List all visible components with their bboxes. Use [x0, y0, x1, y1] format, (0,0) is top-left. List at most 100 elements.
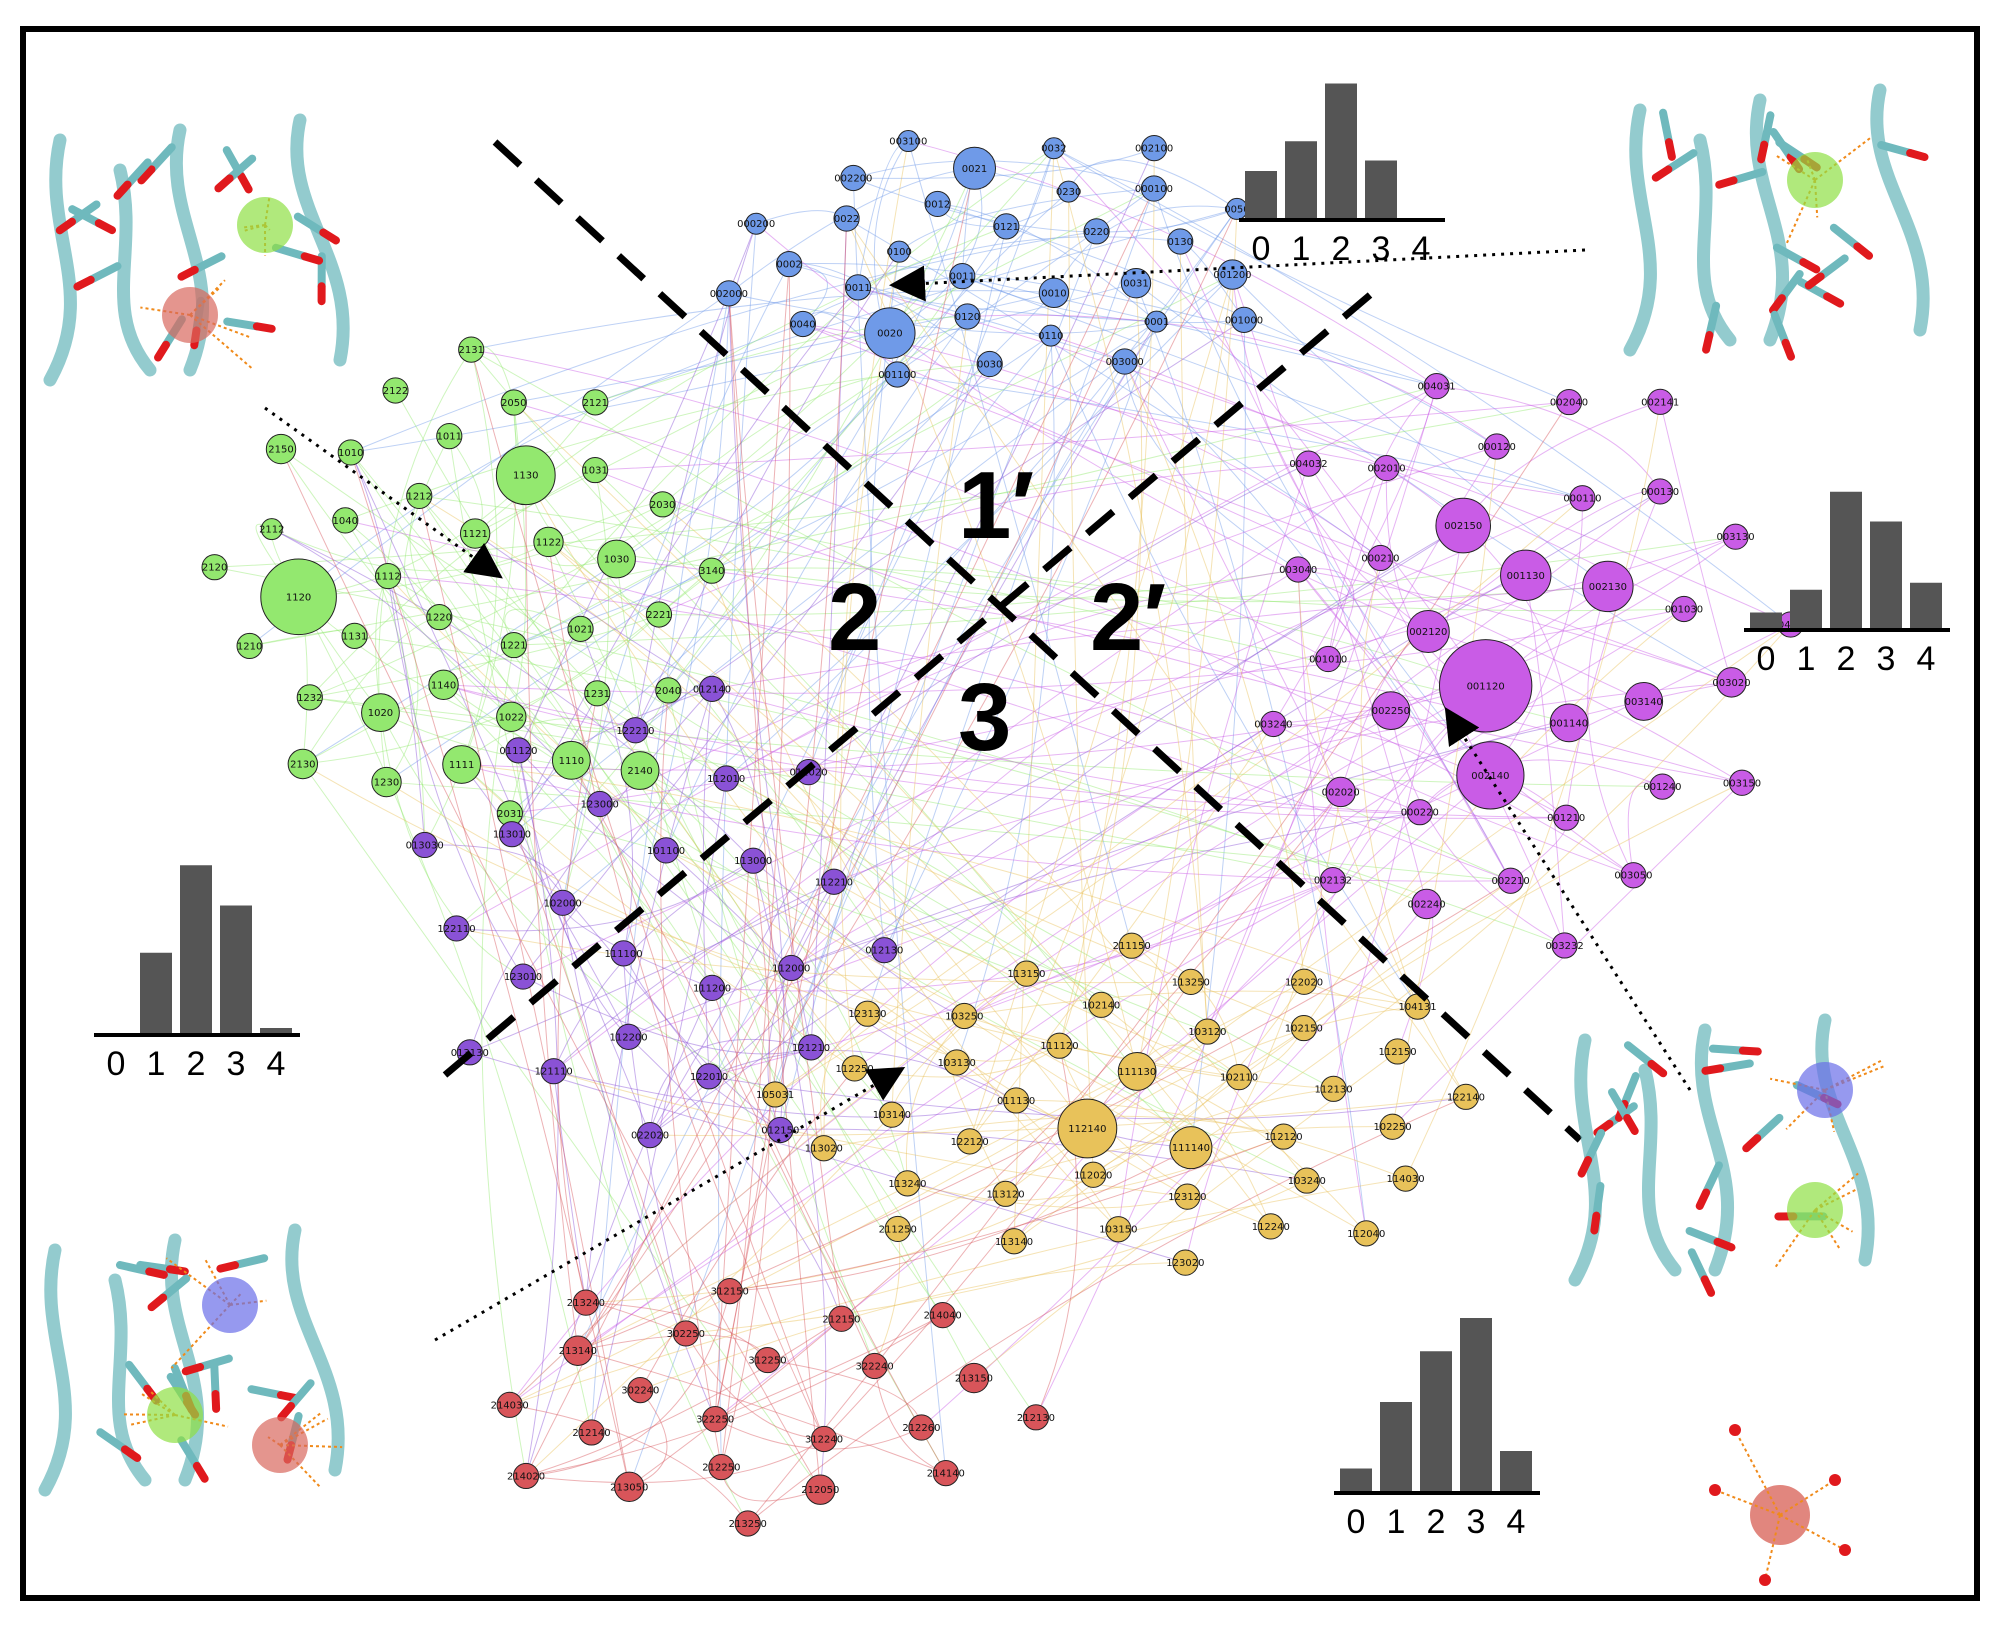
network-node: 1230 [371, 766, 402, 798]
network-edge [728, 293, 812, 1048]
network-edge [729, 1147, 1192, 1292]
node-circle [1230, 306, 1258, 333]
network-edge [1013, 880, 1511, 1242]
network-edge [874, 1228, 901, 1367]
side-chain-bond [223, 317, 261, 331]
node-circle [1022, 1404, 1050, 1431]
network-edge [702, 688, 713, 1077]
network-node: 123000 [581, 790, 619, 818]
network-edge [823, 140, 909, 1149]
network-node: 001130 [1500, 549, 1552, 602]
node-circle [636, 1121, 664, 1149]
network-edge [780, 1128, 1307, 1182]
node-label: 002040 [1550, 398, 1588, 409]
side-chain-bond [1770, 310, 1790, 347]
network-edge [594, 469, 1192, 1148]
network-edge [1190, 319, 1246, 1148]
network-edge [907, 1182, 1188, 1209]
network-node: 2122 [382, 377, 409, 404]
node-label: 213250 [729, 1519, 767, 1530]
histogram-bar [1830, 491, 1862, 630]
structure-top-right [1623, 83, 1930, 361]
node-label: 112250 [836, 1064, 874, 1075]
node-label: 211150 [1113, 941, 1151, 952]
node-circle [287, 748, 319, 780]
network-edge [1427, 490, 1661, 632]
node-circle [332, 507, 359, 534]
node-circle [1647, 388, 1674, 415]
node-label: 001010 [1309, 655, 1347, 666]
node-circle [951, 1002, 978, 1030]
network-node: 001000 [1225, 306, 1263, 333]
node-label: 0002 [776, 260, 801, 271]
network-node: 322240 [856, 1352, 894, 1380]
network-edge [833, 681, 1732, 883]
node-circle [428, 669, 459, 700]
network-edge [640, 1262, 1186, 1391]
network-node: 0030 [976, 350, 1003, 378]
node-circle [436, 423, 463, 450]
network-node: 1131 [341, 622, 368, 649]
network-edge [649, 525, 1464, 1136]
network-node: 001120 [1438, 639, 1533, 733]
network-edge [386, 781, 1511, 882]
node-label: 122010 [690, 1072, 728, 1083]
network-node: 312240 [805, 1425, 843, 1453]
node-label: 001100 [878, 370, 916, 381]
network-edge [1340, 681, 1732, 793]
network-node: 1232 [296, 684, 323, 711]
arrow-top-left [264, 406, 503, 579]
network-node: 213250 [729, 1510, 767, 1537]
oxygen-bond [73, 275, 95, 291]
network-edge [1297, 569, 1634, 876]
network-edge [725, 568, 1299, 779]
side-chain-bond [159, 1274, 191, 1302]
oxygen-bond [1781, 338, 1795, 361]
network-node: 0230 [1056, 180, 1081, 203]
node-circle [567, 615, 594, 642]
histogram-tick-label: 1 [1387, 1503, 1406, 1541]
network-node: 002240 [1407, 888, 1446, 920]
node-circle [260, 558, 337, 636]
network-edge [214, 401, 1570, 568]
node-circle [1057, 180, 1080, 203]
network-node: 214030 [491, 1391, 529, 1418]
network-node: 312250 [748, 1346, 787, 1374]
network-node: 102250 [1373, 1113, 1412, 1140]
network-node: 123120 [1168, 1183, 1206, 1210]
node-circle [1111, 348, 1138, 375]
network-node: 214040 [924, 1302, 962, 1329]
node-circle [695, 1063, 723, 1090]
node-circle [615, 1023, 642, 1050]
network-edge [755, 223, 1429, 633]
network-edge [380, 712, 776, 1095]
network-edge [1092, 782, 1743, 1176]
network-node: 0100 [886, 240, 912, 263]
network-node: 1212 [406, 482, 433, 510]
node-circle [296, 684, 323, 711]
node-circle [512, 1462, 540, 1490]
network-node: 003040 [1279, 556, 1317, 583]
node-circle [498, 821, 526, 848]
node-label: 2030 [650, 500, 675, 511]
network-edge [577, 1350, 947, 1474]
network-edge [898, 188, 1154, 253]
network-node: 002200 [834, 164, 872, 192]
network-edge [808, 335, 1052, 773]
node-circle [1046, 1032, 1073, 1059]
node-circle [844, 274, 872, 301]
network-node: 1022 [496, 701, 527, 733]
network-node: 1110 [551, 740, 591, 780]
network-node: 1120 [260, 558, 337, 636]
node-circle [458, 336, 485, 363]
network-edge [1093, 981, 1305, 1176]
node-label: 113250 [1172, 977, 1210, 988]
node-circle [864, 307, 916, 359]
node-label: 112010 [707, 774, 745, 785]
network-node: 002010 [1367, 454, 1406, 482]
network-edge [711, 567, 1486, 687]
node-label: 113020 [805, 1144, 843, 1155]
network-node: 213050 [610, 1471, 648, 1502]
network-edge [634, 251, 900, 731]
